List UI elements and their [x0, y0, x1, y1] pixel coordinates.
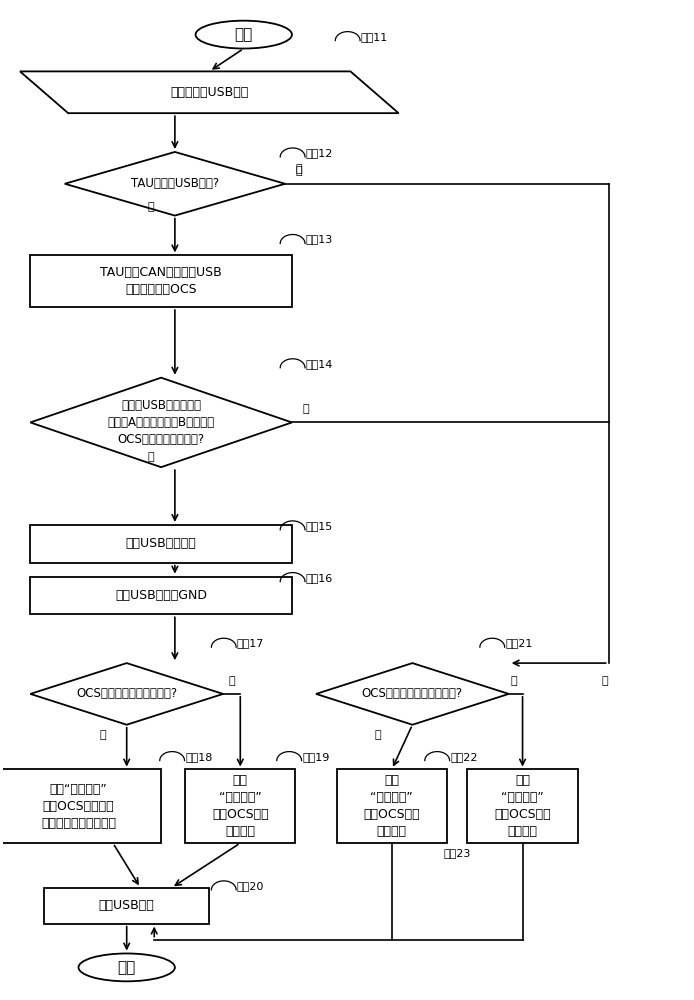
- Bar: [337, 769, 447, 843]
- Text: 判断
“成年乘客”
作为OCS乘客
判断结果: 判断 “成年乘客” 作为OCS乘客 判断结果: [494, 774, 551, 838]
- Text: 步骤13: 步骤13: [305, 234, 333, 244]
- Text: 中断USB电源和GND: 中断USB电源和GND: [115, 589, 207, 602]
- Bar: [44, 888, 210, 924]
- Bar: [31, 577, 292, 614]
- Text: 判断
“成年乘客”
作为OCS乘客
判断结果: 判断 “成年乘客” 作为OCS乘客 判断结果: [364, 774, 420, 838]
- Text: 步骤18: 步骤18: [185, 752, 212, 762]
- Text: 否: 否: [303, 405, 309, 415]
- Bar: [468, 769, 577, 843]
- Bar: [31, 255, 292, 307]
- Text: 步骤23: 步骤23: [443, 848, 471, 858]
- Text: 步骤19: 步骤19: [303, 752, 330, 762]
- Text: 步骤15: 步骤15: [305, 521, 333, 531]
- Text: 否: 否: [296, 164, 302, 174]
- Text: 步骤12: 步骤12: [305, 148, 333, 158]
- Text: 复原USB电源: 复原USB电源: [99, 899, 155, 912]
- Bar: [185, 769, 296, 843]
- Text: 是: 是: [99, 730, 106, 740]
- Text: 否: 否: [296, 166, 302, 176]
- Text: OCS的测量値降至低于阈値?: OCS的测量値降至低于阈値?: [362, 687, 463, 700]
- Text: 步骤16: 步骤16: [305, 573, 333, 583]
- Text: 固定“没有乘客”
作为OCS乘客判断
（直到移除电子设备）: 固定“没有乘客” 作为OCS乘客判断 （直到移除电子设备）: [41, 783, 116, 830]
- Text: 否: 否: [511, 676, 518, 686]
- Text: 否: 否: [602, 676, 609, 686]
- Text: 是: 是: [148, 202, 154, 212]
- Text: 是: 是: [148, 452, 154, 462]
- Text: 结束: 结束: [117, 960, 136, 975]
- Text: 开始: 开始: [235, 27, 253, 42]
- Text: 步骤20: 步骤20: [237, 881, 264, 891]
- Text: TAU检测到USB电流?: TAU检测到USB电流?: [131, 177, 219, 190]
- Text: 步骤11: 步骤11: [361, 32, 388, 42]
- Text: 从判断USB连接的存在
之前的A秒到其之后的B秒期间，
OCS的测量値高于阈値?: 从判断USB连接的存在 之前的A秒到其之后的B秒期间， OCS的测量値高于阈値?: [108, 399, 214, 446]
- Text: 步骤22: 步骤22: [450, 752, 477, 762]
- Text: 步骤14: 步骤14: [305, 359, 333, 369]
- Text: 步骤17: 步骤17: [237, 638, 264, 648]
- Text: OCS的测量値降至低于阈値?: OCS的测量値降至低于阈値?: [76, 687, 177, 700]
- Text: 发送USB中断指令: 发送USB中断指令: [126, 537, 196, 550]
- Text: 电子设备的USB连接: 电子设备的USB连接: [170, 86, 248, 99]
- Text: TAU经由CAN信号发送USB
连接的存在至OCS: TAU经由CAN信号发送USB 连接的存在至OCS: [100, 266, 222, 296]
- Text: 判断
“成年乘客”
作为OCS乘客
判断结果: 判断 “成年乘客” 作为OCS乘客 判断结果: [212, 774, 269, 838]
- Text: 步骤21: 步骤21: [505, 638, 533, 648]
- Bar: [31, 525, 292, 563]
- Text: 否: 否: [228, 676, 235, 686]
- Text: 是: 是: [375, 730, 381, 740]
- Bar: [0, 769, 161, 843]
